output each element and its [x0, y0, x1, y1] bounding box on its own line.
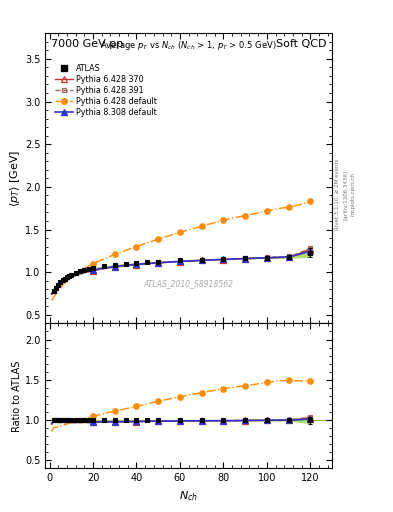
Text: Rivet 3.1.10, ≥ 2M events: Rivet 3.1.10, ≥ 2M events [335, 159, 340, 230]
Text: Average $p_T$ vs $N_{ch}$ ($N_{ch}$ > 1, $p_T$ > 0.5 GeV): Average $p_T$ vs $N_{ch}$ ($N_{ch}$ > 1,… [100, 39, 277, 52]
Text: mcplots.cern.ch: mcplots.cern.ch [351, 173, 356, 217]
Text: ATLAS_2010_S8918562: ATLAS_2010_S8918562 [143, 280, 234, 289]
Text: 7000 GeV pp: 7000 GeV pp [51, 39, 123, 49]
Y-axis label: Ratio to ATLAS: Ratio to ATLAS [12, 360, 22, 432]
Legend: ATLAS, Pythia 6.428 370, Pythia 6.428 391, Pythia 6.428 default, Pythia 8.308 de: ATLAS, Pythia 6.428 370, Pythia 6.428 39… [52, 60, 160, 120]
Text: [arXiv:1306.3436]: [arXiv:1306.3436] [343, 169, 348, 220]
X-axis label: $N_{ch}$: $N_{ch}$ [179, 489, 198, 503]
Y-axis label: $\langle p_T \rangle$ [GeV]: $\langle p_T \rangle$ [GeV] [8, 150, 22, 207]
Text: Soft QCD: Soft QCD [276, 39, 326, 49]
